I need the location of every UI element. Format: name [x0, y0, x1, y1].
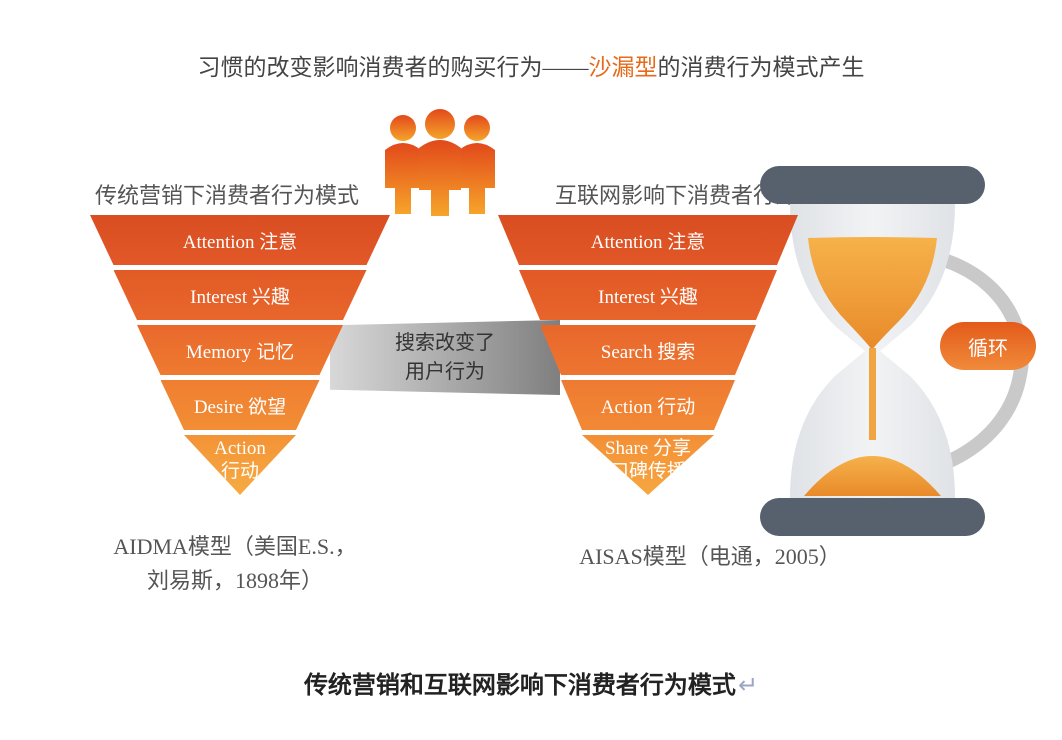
title-pre: 习惯的改变影响消费者的购买行为—— [198, 55, 589, 80]
main-caption: 传统营销和互联网影响下消费者行为模式↵ [0, 665, 1062, 700]
return-mark-icon: ↵ [738, 672, 758, 699]
funnel-right-seg-4-line-0: Share 分享 [605, 438, 691, 461]
funnel-right-seg-2-label: Search 搜索 [601, 337, 695, 364]
caption-left-line2: 刘易斯，1898年） [80, 564, 390, 598]
funnel-left-seg-1: Interest 兴趣 [114, 270, 367, 320]
loop-label: 循环 [940, 322, 1036, 370]
funnel-left-seg-4-line-1: 行动 [214, 461, 266, 484]
funnel-right-seg-1-label: Interest 兴趣 [598, 282, 698, 309]
funnel-left-seg-2-label: Memory 记忆 [186, 337, 294, 364]
funnel-right-seg-1: Interest 兴趣 [519, 270, 777, 320]
funnel-right-seg-2: Search 搜索 [540, 325, 756, 375]
funnel-left-seg-3-label: Desire 欲望 [194, 392, 286, 419]
caption-right: AISAS模型（电通，2005） [555, 540, 865, 574]
funnel-right-seg-0: Attention 注意 [498, 215, 798, 265]
funnel-left-seg-4: Action行动 [184, 435, 296, 495]
funnel-left-seg-3: Desire 欲望 [161, 380, 320, 430]
caption-left: AIDMA模型（美国E.S.， 刘易斯，1898年） [80, 530, 390, 598]
main-caption-text: 传统营销和互联网影响下消费者行为模式 [304, 672, 736, 699]
title-highlight: 沙漏型 [589, 55, 658, 80]
bridge-line1: 搜索改变了 [395, 329, 495, 358]
funnel-left: Attention 注意 Interest 兴趣 Memory 记忆 Desire 欲… [85, 215, 395, 495]
funnel-left-seg-0-label: Attention 注意 [183, 227, 298, 254]
main-title: 习惯的改变影响消费者的购买行为——沙漏型的消费行为模式产生 [0, 48, 1062, 82]
funnel-left-seg-4-line-0: Action [214, 438, 266, 461]
funnel-right-seg-3-label: Action 行动 [601, 392, 695, 419]
bridge-line2: 用户行为 [395, 358, 495, 387]
funnel-right-seg-3: Action 行动 [561, 380, 735, 430]
funnel-right-seg-4-line-1: 口碑传播 [605, 461, 691, 484]
subtitle-left: 传统营销下消费者行为模式 [95, 178, 359, 210]
funnel-right: Attention 注意 Interest 兴趣 Search 搜索 Action 行… [493, 215, 803, 495]
funnel-right-seg-4: Share 分享口碑传播 [582, 435, 714, 495]
funnel-left-seg-0: Attention 注意 [90, 215, 390, 265]
funnel-left-seg-2: Memory 记忆 [137, 325, 343, 375]
funnel-right-seg-0-label: Attention 注意 [591, 227, 706, 254]
people-icon [370, 106, 510, 216]
caption-left-line1: AIDMA模型（美国E.S.， [80, 530, 390, 564]
title-post: 的消费行为模式产生 [658, 55, 865, 80]
funnel-left-seg-1-label: Interest 兴趣 [190, 282, 290, 309]
